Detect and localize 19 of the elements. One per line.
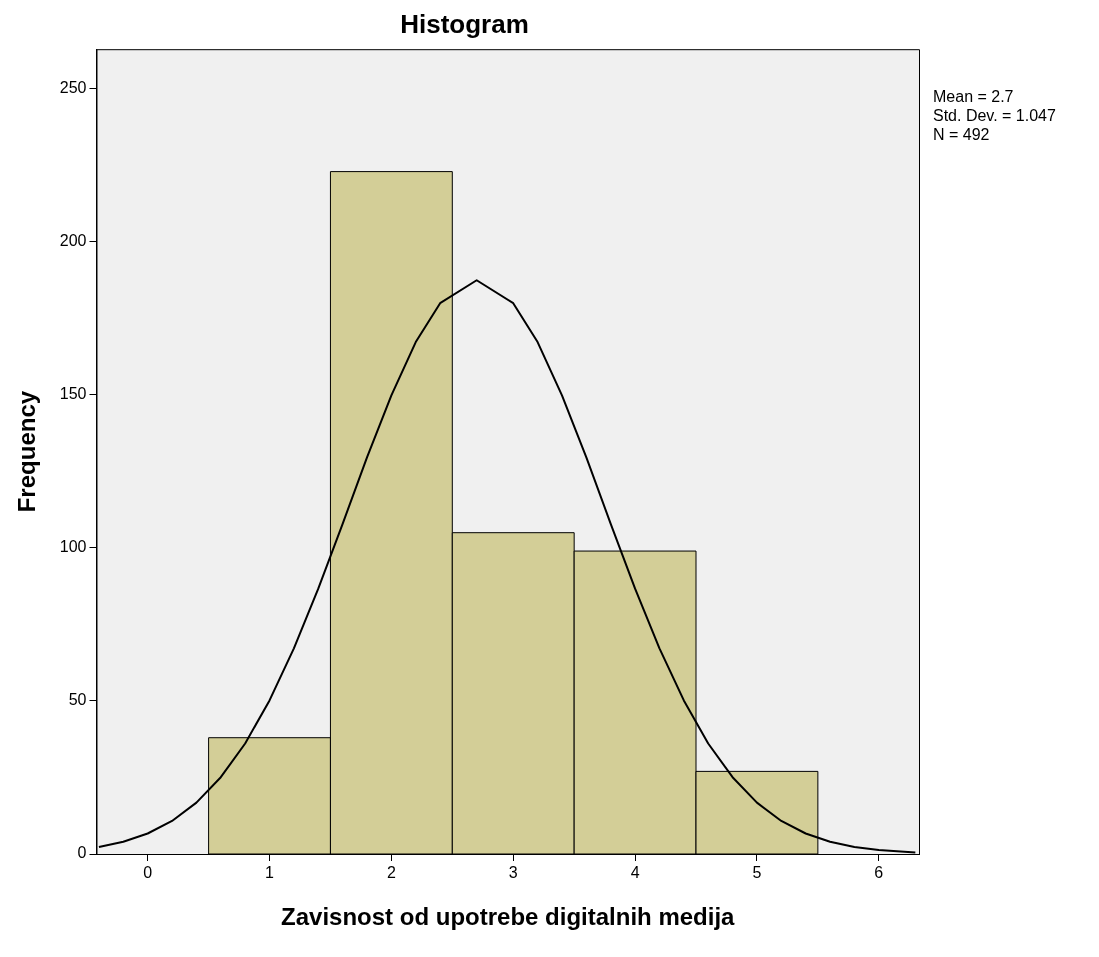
y-tick-label: 250 <box>59 79 87 97</box>
x-tick-label: 4 <box>630 864 640 882</box>
text: N = 492 <box>933 125 990 143</box>
y-tick-label: 100 <box>59 538 87 556</box>
x-tick-label: 1 <box>265 864 275 882</box>
y-tick-label: 150 <box>59 385 87 403</box>
y-axis-title: Frequency <box>13 390 41 513</box>
y-tick-label: 0 <box>77 844 87 862</box>
x-axis-title: Zavisnost od upotrebe digitalnih medija <box>281 903 736 931</box>
y-tick-label: 50 <box>68 691 87 709</box>
x-tick-label: 0 <box>143 864 153 882</box>
y-tick-label: 200 <box>59 232 87 250</box>
text: Std. Dev. = 1.047 <box>933 106 1056 124</box>
x-tick-label: 6 <box>874 864 884 882</box>
x-tick-label: 5 <box>752 864 762 882</box>
x-tick-label: 2 <box>386 864 396 882</box>
text: Mean = 2.7 <box>933 87 1014 105</box>
x-tick-label: 3 <box>508 864 518 882</box>
chart-title: Histogram <box>400 8 529 39</box>
